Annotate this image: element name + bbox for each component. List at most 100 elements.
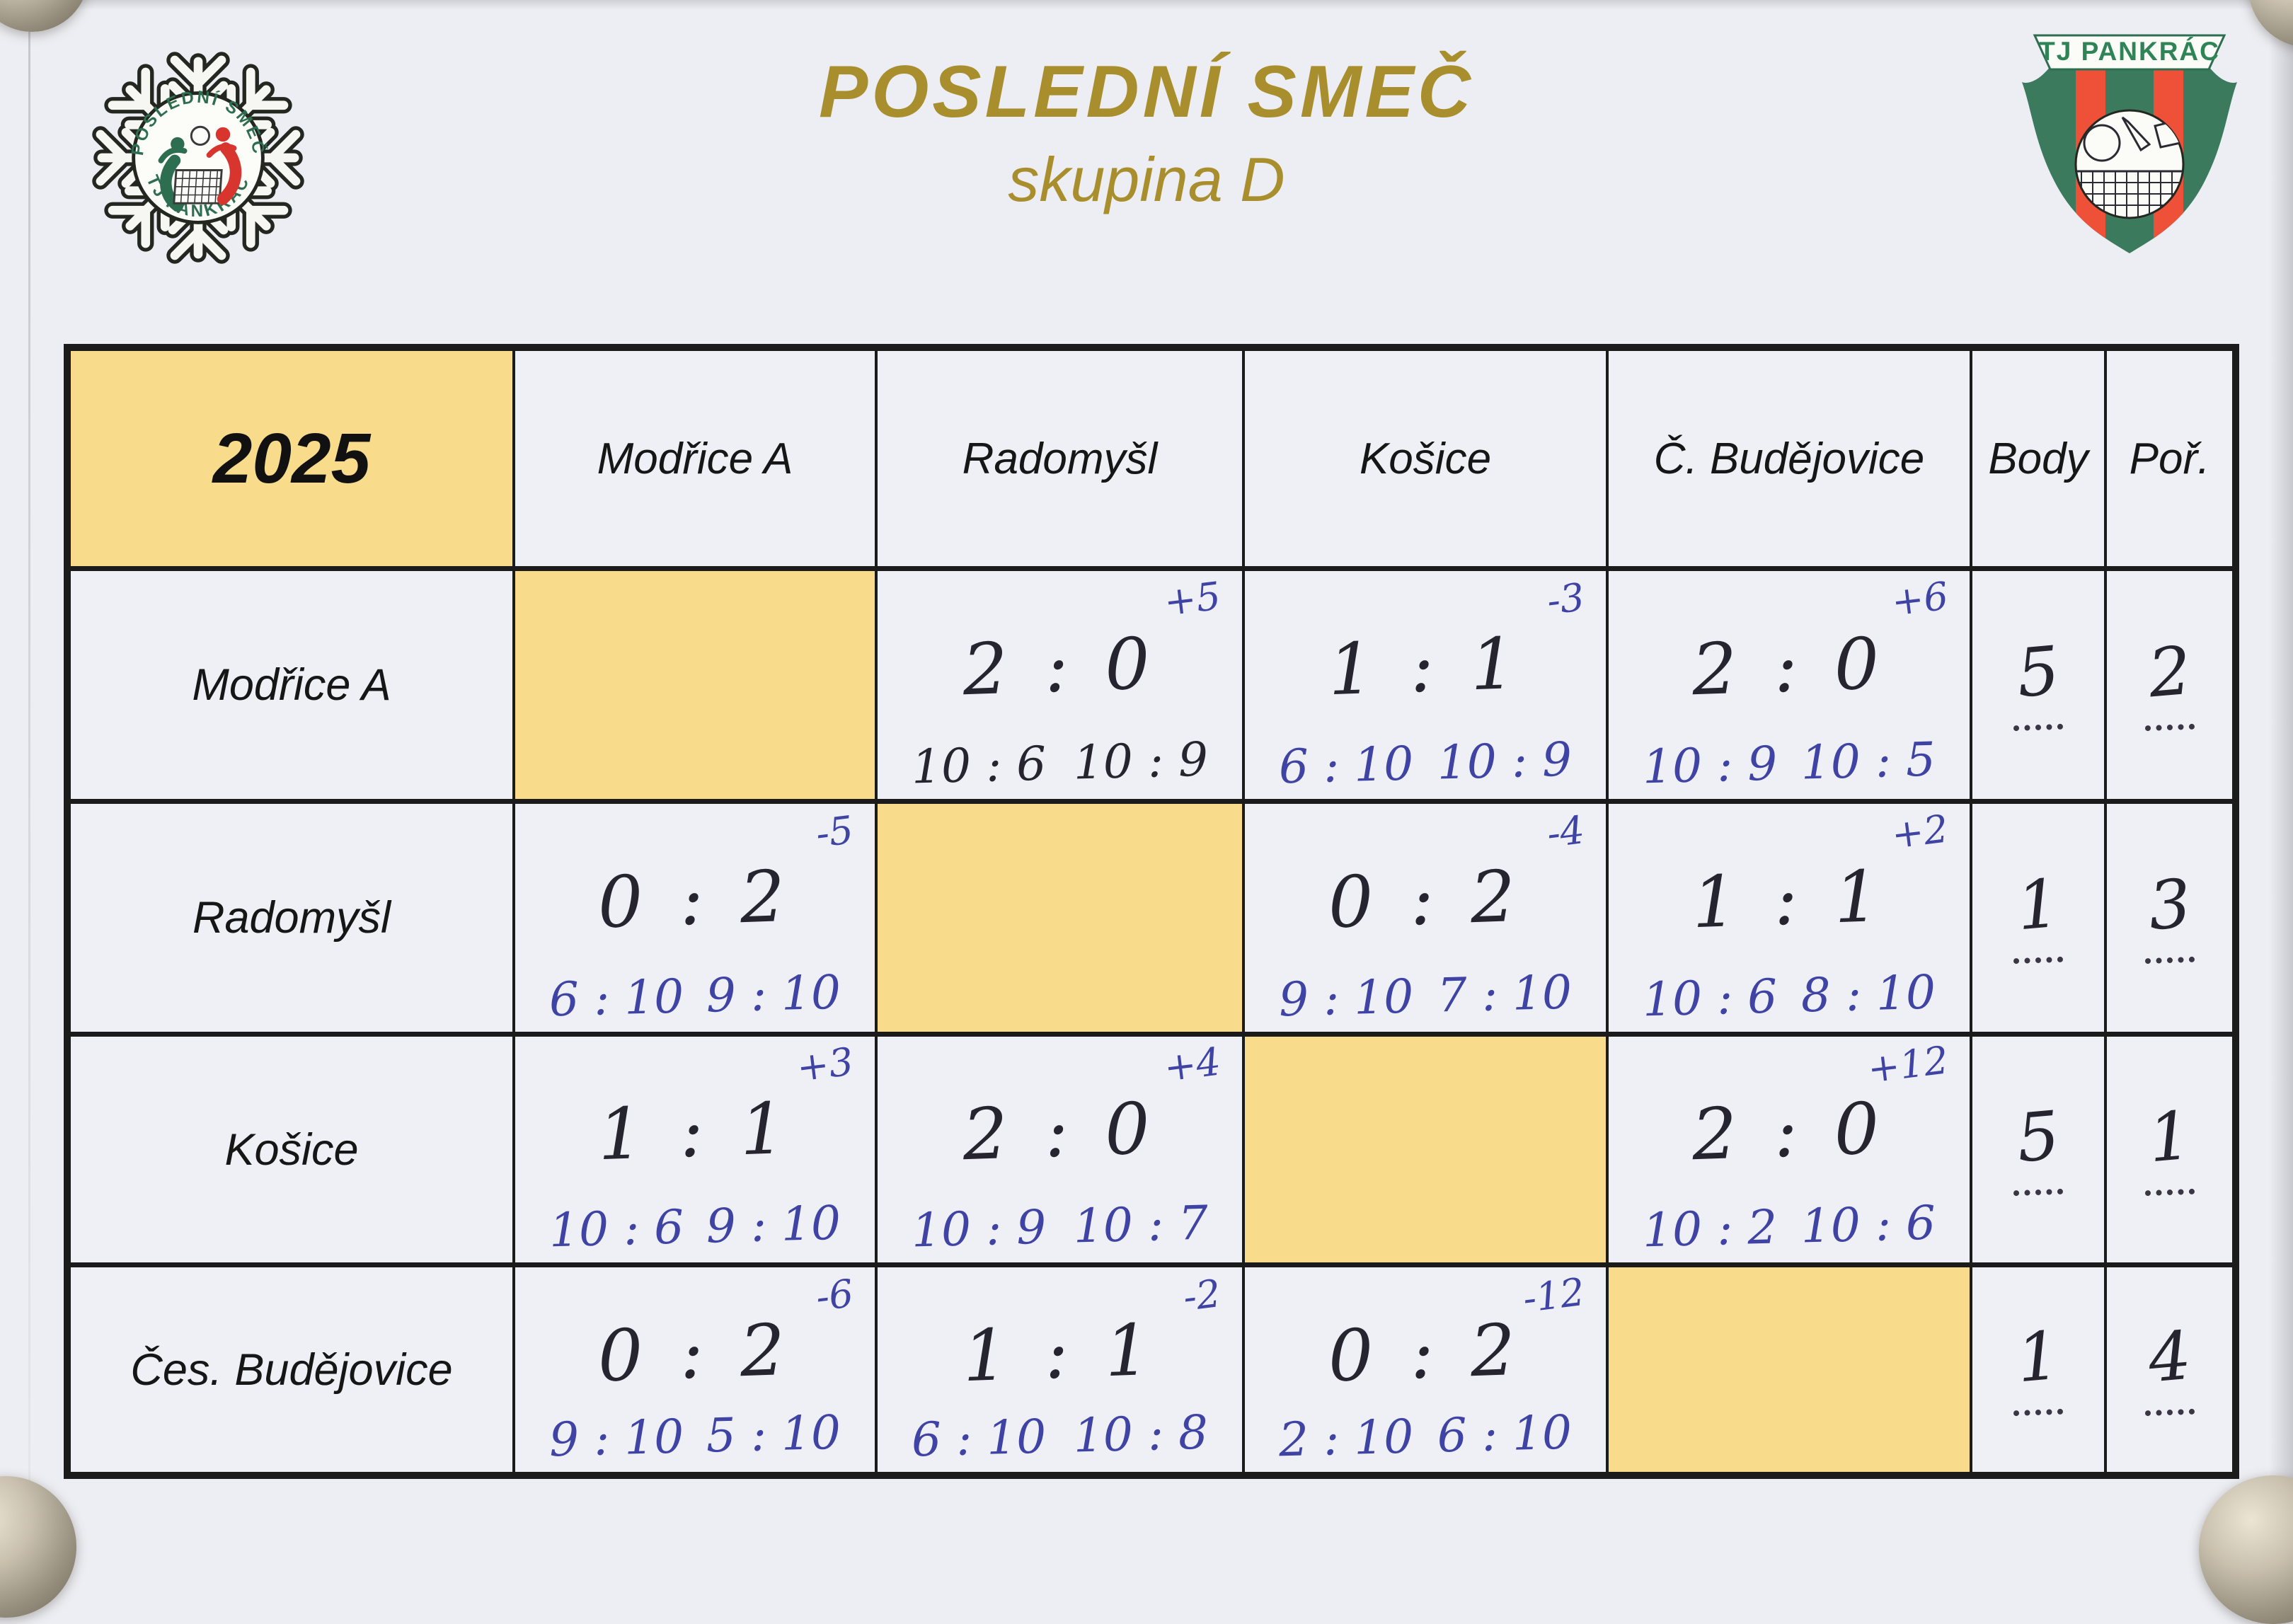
set-scores: 10 : 6 10 : 9 (911, 732, 1209, 795)
match-score: 1 : 1 (1326, 621, 1524, 712)
set-scores: 6 : 10 10 : 9 (1278, 732, 1573, 795)
rank-value: 4 (2144, 1317, 2194, 1398)
cell-budejovice-vs-radomysl: -2 1 : 1 6 : 10 10 : 8 (878, 1267, 1242, 1472)
cell-kosice-vs-modrice: +3 1 : 1 10 : 6 9 : 10 (515, 1037, 875, 1262)
diagonal-cell-budejovice (1609, 1267, 1970, 1472)
match-score: 1 : 1 (961, 1308, 1159, 1398)
shield-banner-text: TJ PANKRÁC (2039, 37, 2220, 66)
diagonal-cell-modrice (515, 571, 875, 799)
rank-value: 2 (2144, 632, 2194, 713)
title-group: skupina D (1008, 144, 1285, 214)
photo-edge-right (2269, 0, 2293, 1528)
net-icon (173, 169, 223, 205)
cell-kosice-vs-radomysl: +4 2 : 0 10 : 9 10 : 7 (878, 1037, 1242, 1262)
points-value: 1 (2013, 1317, 2063, 1398)
col-header-modrice: Modřice A (515, 351, 875, 566)
col-header-kosice: Košice (1245, 351, 1606, 566)
year-cell: 2025 (71, 351, 512, 566)
points-value: 5 (2013, 1097, 2063, 1177)
set-scores: 9 : 10 5 : 10 (548, 1405, 841, 1468)
set-1: 6 : 10 (548, 969, 685, 1027)
cell-budejovice-vs-modrice: -6 0 : 2 9 : 10 5 : 10 (515, 1267, 875, 1472)
set-1: 9 : 10 (1278, 969, 1415, 1027)
dotted-line (2144, 723, 2195, 732)
paper-crease (28, 0, 30, 1528)
set-2: 10 : 5 (1800, 732, 1936, 790)
col-header-body: Body (1972, 351, 2104, 566)
match-score: 2 : 0 (1690, 621, 1888, 712)
tournament-title: POSLEDNÍ SMEČ skupina D (0, 55, 2293, 211)
set-1: 10 : 9 (911, 1199, 1047, 1258)
snowflake-club-logo: POSLEDNÍ SMEČ TJ PANKRÁC (67, 34, 329, 282)
col-header-radomysl: Radomyšl (878, 351, 1242, 566)
set-1: 6 : 10 (1278, 736, 1415, 795)
cell-radomysl-vs-modrice: -5 0 : 2 6 : 10 9 : 10 (515, 804, 875, 1032)
set-1: 10 : 2 (1642, 1199, 1778, 1258)
point-diff: -5 (813, 807, 856, 856)
diagonal-cell-kosice (1245, 1037, 1606, 1262)
set-scores: 10 : 6 9 : 10 (548, 1196, 841, 1258)
set-2: 9 : 10 (705, 1195, 841, 1254)
cell-modrice-vs-kosice: -3 1 : 1 6 : 10 10 : 9 (1245, 571, 1606, 799)
set-2: 6 : 10 (1436, 1405, 1573, 1463)
set-2: 5 : 10 (705, 1405, 841, 1463)
cell-radomysl-vs-budejovice: +2 1 : 1 10 : 6 8 : 10 (1609, 804, 1970, 1032)
set-1: 6 : 10 (911, 1409, 1047, 1468)
point-diff: +3 (794, 1039, 856, 1090)
magnet-top-left (0, 0, 88, 32)
set-2: 10 : 9 (1072, 732, 1209, 790)
set-1: 2 : 10 (1278, 1409, 1415, 1468)
match-score: 1 : 1 (1690, 854, 1888, 945)
match-score: 0 : 2 (1326, 1308, 1524, 1398)
photo-edge-top (0, 0, 2293, 10)
body-cell-modrice: 5 (1972, 571, 2104, 799)
dotted-line (2144, 1188, 2195, 1196)
set-2: 10 : 7 (1072, 1195, 1209, 1254)
points-value: 1 (2013, 865, 2063, 946)
cell-modrice-vs-budejovice: +6 2 : 0 10 : 9 10 : 5 (1609, 571, 1970, 799)
match-score: 0 : 2 (596, 1308, 794, 1398)
cell-modrice-vs-radomysl: +5 2 : 0 10 : 6 10 : 9 (878, 571, 1242, 799)
ball-icon (2083, 124, 2121, 162)
match-score: 0 : 2 (596, 854, 794, 945)
body-cell-budejovice: 1 (1972, 1267, 2104, 1472)
set-2: 10 : 9 (1436, 732, 1573, 790)
body-cell-radomysl: 1 (1972, 804, 2104, 1032)
set-1: 10 : 6 (1642, 969, 1778, 1027)
set-scores: 2 : 10 6 : 10 (1278, 1405, 1573, 1468)
cell-kosice-vs-budejovice: +12 2 : 0 10 : 2 10 : 6 (1609, 1037, 1970, 1262)
set-1: 10 : 9 (1642, 736, 1778, 795)
point-diff: +4 (1161, 1039, 1224, 1090)
col-header-budejovice: Č. Budějovice (1609, 351, 1970, 566)
set-scores: 6 : 10 10 : 8 (911, 1405, 1209, 1468)
match-score: 2 : 0 (961, 621, 1159, 712)
point-diff: +5 (1161, 573, 1224, 625)
col-header-por: Poř. (2107, 351, 2232, 566)
match-score: 2 : 0 (1690, 1086, 1888, 1177)
dotted-line (2013, 956, 2064, 964)
results-table: 2025 Modřice A Radomyšl Košice Č. Budějo… (64, 344, 2239, 1479)
dotted-line (2144, 1408, 2195, 1416)
set-1: 10 : 6 (911, 736, 1047, 795)
set-2: 7 : 10 (1436, 964, 1573, 1023)
set-1: 9 : 10 (548, 1409, 685, 1468)
shield-club-logo: TJ PANKRÁC (2022, 34, 2237, 253)
year-label: 2025 (212, 418, 371, 498)
por-cell-budejovice: 4 (2107, 1267, 2232, 1472)
shield-banner (2033, 34, 2226, 71)
set-2: 9 : 10 (705, 964, 841, 1023)
por-cell-radomysl: 3 (2107, 804, 2232, 1032)
set-1: 10 : 6 (548, 1199, 685, 1258)
magnet-bottom-left (0, 1476, 76, 1618)
row-label-budejovice: Čes. Budějovice (71, 1267, 512, 1472)
row-label-modrice: Modřice A (71, 571, 512, 799)
dotted-line (2013, 1188, 2064, 1196)
magnet-bottom-right (2199, 1475, 2293, 1624)
row-label-kosice: Košice (71, 1037, 512, 1262)
rank-value: 1 (2144, 1097, 2194, 1177)
cell-radomysl-vs-kosice: -4 0 : 2 9 : 10 7 : 10 (1245, 804, 1606, 1032)
set-scores: 10 : 2 10 : 6 (1642, 1196, 1936, 1258)
match-score: 0 : 2 (1326, 854, 1524, 945)
dotted-line (2013, 1408, 2064, 1416)
